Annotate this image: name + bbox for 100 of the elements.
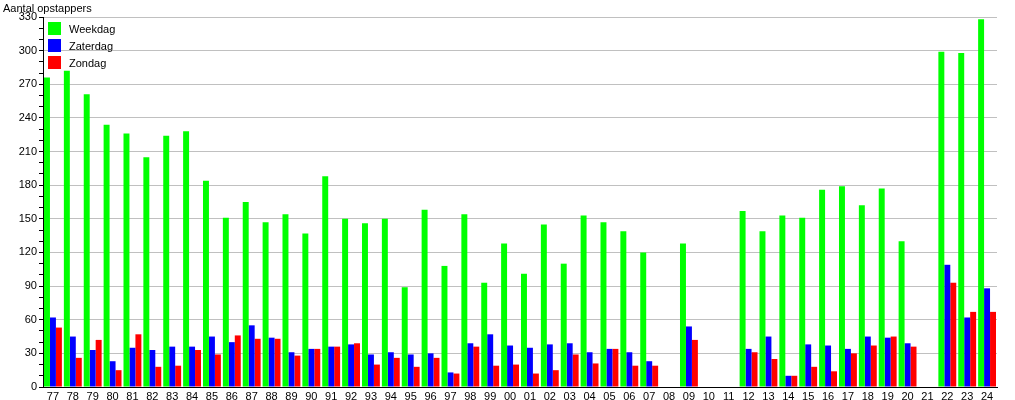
bar: [473, 346, 480, 387]
x-tick-label: 91: [325, 389, 338, 400]
bar: [208, 336, 215, 387]
x-tick-label: 97: [444, 389, 457, 400]
bar: [765, 336, 772, 387]
x-tick-label: 82: [146, 389, 159, 400]
bar: [248, 325, 255, 387]
bar: [294, 355, 301, 387]
y-tick-label: 30: [24, 346, 37, 359]
bar: [115, 370, 122, 387]
bar: [606, 348, 613, 387]
bar: [691, 339, 698, 387]
bar: [135, 334, 142, 387]
x-tick-label: 18: [861, 389, 874, 400]
bar: [950, 282, 957, 387]
bar: [771, 358, 778, 387]
bar: [632, 365, 639, 387]
x-tick-label: 15: [802, 389, 815, 400]
bar: [143, 157, 150, 387]
x-tick-label: 17: [841, 389, 855, 400]
bar: [202, 180, 209, 387]
bar: [55, 327, 62, 387]
bar: [910, 346, 917, 387]
bar: [89, 350, 96, 387]
bar: [825, 345, 832, 387]
bar: [169, 346, 176, 387]
x-tick-label: 92: [344, 389, 358, 400]
bar: [129, 347, 136, 387]
bar: [850, 353, 857, 387]
bar: [149, 350, 156, 387]
x-tick-label: 16: [821, 389, 835, 400]
bar: [83, 94, 90, 387]
bar: [69, 336, 76, 387]
bar: [779, 215, 786, 387]
x-tick-label: 90: [305, 389, 318, 400]
bar: [805, 344, 812, 387]
bar: [242, 202, 249, 387]
bar: [342, 218, 349, 387]
bar: [413, 366, 420, 387]
bar: [970, 311, 977, 387]
bar: [938, 51, 945, 387]
legend-label: Weekdag: [69, 22, 116, 35]
x-tick-label: 08: [662, 389, 676, 400]
bar: [984, 288, 991, 387]
bar: [978, 19, 985, 387]
bar: [401, 287, 408, 387]
x-tick-label: 87: [245, 389, 258, 400]
bar: [447, 372, 454, 387]
bar: [373, 364, 380, 387]
x-tick-label: 85: [205, 389, 219, 400]
bar: [878, 188, 885, 387]
bar: [791, 375, 798, 387]
bar: [308, 348, 315, 387]
y-tick-label: 270: [18, 77, 37, 90]
bar: [904, 343, 911, 387]
bar: [393, 357, 400, 387]
bar: [493, 365, 500, 387]
bar: [109, 361, 116, 387]
bar: [302, 233, 309, 387]
x-tick-label: 04: [583, 389, 596, 400]
bar: [759, 231, 766, 387]
bar: [560, 263, 567, 387]
x-tick-label: 00: [503, 389, 517, 400]
x-tick-label: 06: [623, 389, 636, 400]
x-tick-label: 14: [782, 389, 795, 400]
bar: [467, 343, 474, 387]
bar: [268, 337, 275, 387]
y-tick-label: 90: [24, 279, 37, 292]
bar: [540, 224, 547, 387]
bar: [348, 344, 355, 387]
bar: [314, 348, 321, 387]
bar: [739, 210, 746, 387]
x-tick-label: 19: [881, 389, 894, 400]
x-tick-label: 94: [384, 389, 397, 400]
x-tick-label: 22: [941, 389, 954, 400]
bar: [532, 373, 539, 387]
bar: [155, 366, 162, 387]
x-tick-label: 11: [722, 389, 735, 400]
bar: [526, 347, 533, 387]
bar: [481, 282, 488, 387]
x-tick-label: 02: [543, 389, 556, 400]
bar: [367, 354, 374, 387]
x-tick-label: 07: [643, 389, 656, 400]
y-tick-label: 60: [24, 312, 37, 325]
bar: [195, 350, 202, 387]
bar: [103, 124, 110, 387]
bar: [262, 222, 269, 387]
x-tick-label: 13: [762, 389, 775, 400]
bar: [890, 336, 897, 387]
bar: [328, 346, 335, 387]
bar: [43, 77, 50, 387]
bar: [222, 217, 229, 387]
bar: [964, 317, 971, 387]
bar: [288, 352, 295, 387]
y-tick-label: 240: [18, 110, 37, 123]
x-tick-label: 24: [980, 389, 994, 400]
bar: [679, 243, 686, 387]
bar: [49, 317, 56, 387]
bar: [183, 131, 190, 387]
bar: [407, 354, 414, 387]
